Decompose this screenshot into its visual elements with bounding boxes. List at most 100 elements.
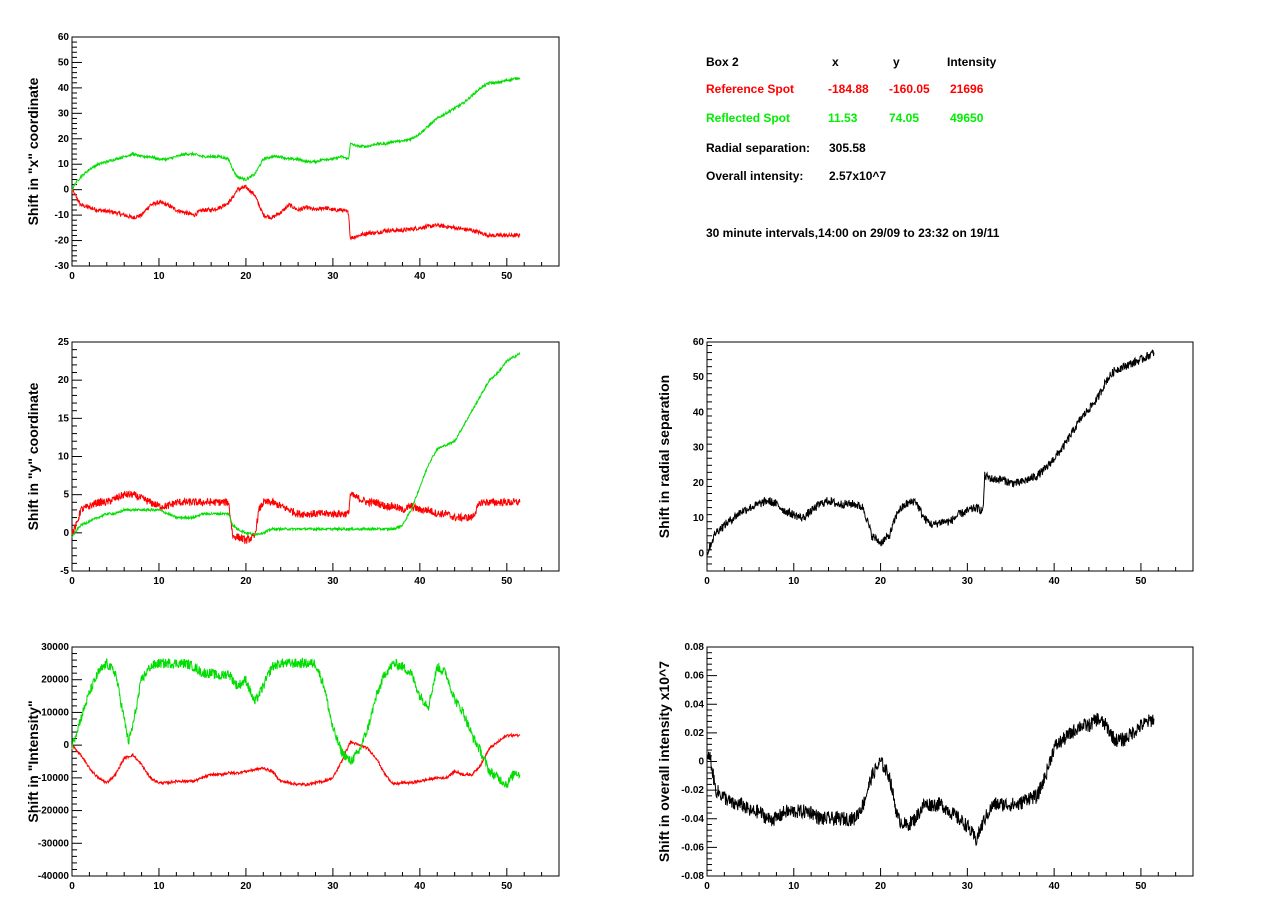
- y-tick-label: 10000: [41, 707, 69, 718]
- reference-spot-y: -160.05: [889, 82, 930, 96]
- y-tick-label: 20000: [41, 675, 69, 686]
- x-tick-label: 30: [327, 576, 339, 587]
- y-tick-label: -0.08: [681, 871, 704, 882]
- x-tick-label: 40: [414, 881, 426, 892]
- y-tick-label: 60: [58, 32, 70, 43]
- x-tick-label: 0: [69, 576, 75, 587]
- y-tick-label: -30: [55, 261, 70, 272]
- radial-separation-value: 305.58: [829, 141, 866, 155]
- chart-panel-4: 0 10 20 30 40 50 0 10 20 30 40 50 60 Shift in radial …: [656, 337, 1194, 587]
- y-tick-label: 0: [63, 740, 69, 751]
- y-tick-label: 10: [693, 513, 705, 524]
- x-tick-label: 40: [1049, 576, 1061, 587]
- series-line-2: [71, 657, 521, 788]
- y-tick-label: -20: [55, 236, 70, 247]
- x-tick-label: 40: [414, 576, 426, 587]
- interval-note: 30 minute intervals,14:00 on 29/09 to 23…: [706, 226, 1000, 240]
- reflected-spot-y: 74.05: [889, 111, 920, 125]
- y-tick-label: 20: [58, 134, 70, 145]
- y-tick-label: 0: [698, 548, 704, 559]
- x-tick-label: 30: [962, 881, 974, 892]
- overall-intensity-value: 2.57x10^7: [829, 169, 887, 183]
- plot-frame: [71, 36, 560, 267]
- y-axis-label: Shift in "x" coordinate: [25, 77, 41, 225]
- y-tick-label: 0: [698, 757, 704, 768]
- y-tick-label: -5: [60, 566, 69, 577]
- x-tick-label: 50: [501, 271, 513, 282]
- overall-intensity-label: Overall intensity:: [706, 169, 804, 183]
- x-tick-label: 10: [153, 576, 165, 587]
- y-tick-label: -0.06: [681, 842, 704, 853]
- y-axis-label: Shift in "y" coordinate: [25, 382, 41, 530]
- x-tick-label: 0: [69, 271, 75, 282]
- reflected-spot-intensity: 49650: [950, 111, 984, 125]
- y-tick-label: 60: [693, 337, 705, 348]
- plot-frame: [706, 341, 1194, 572]
- y-axis-label: Shift in radial separation: [656, 375, 672, 538]
- y-tick-label: 30: [693, 443, 705, 454]
- radial-separation-label: Radial separation:: [706, 141, 811, 155]
- y-tick-label: 0.06: [685, 671, 705, 682]
- y-tick-label: 25: [58, 337, 70, 348]
- reference-spot-x: -184.88: [828, 82, 869, 96]
- reference-spot-intensity: 21696: [950, 82, 984, 96]
- series-line-2: [71, 76, 521, 191]
- x-tick-label: 10: [788, 881, 800, 892]
- y-tick-label: 0: [63, 185, 69, 196]
- series-line-1: [706, 712, 1155, 846]
- x-tick-label: 0: [704, 881, 710, 892]
- y-tick-label: 0.02: [685, 728, 705, 739]
- x-tick-label: 0: [69, 881, 75, 892]
- x-tick-label: 20: [875, 576, 887, 587]
- x-tick-label: 10: [153, 881, 165, 892]
- y-axis-label: Shift in overall intensity x10^7: [656, 661, 672, 862]
- y-tick-label: 5: [63, 490, 69, 501]
- y-tick-label: -0.04: [681, 814, 704, 825]
- y-tick-label: -40000: [38, 871, 70, 882]
- reflected-spot-label: Reflected Spot: [706, 111, 791, 125]
- x-tick-label: 50: [501, 881, 513, 892]
- series-line-1: [706, 349, 1155, 556]
- x-tick-label: 20: [240, 271, 252, 282]
- x-tick-label: 30: [327, 271, 339, 282]
- y-tick-label: 40: [693, 407, 705, 418]
- x-tick-label: 40: [414, 271, 426, 282]
- series-line-1: [71, 490, 521, 544]
- info-header-intensity: Intensity: [947, 55, 997, 69]
- y-tick-label: 10: [58, 159, 70, 170]
- plot-frame: [706, 646, 1194, 877]
- y-axis-label: Shift in "Intensity": [25, 700, 41, 822]
- series-line-1: [71, 732, 521, 787]
- x-tick-label: 50: [1135, 881, 1147, 892]
- x-tick-label: 20: [240, 881, 252, 892]
- chart-panel-3: 0 10 20 30 40 50 -40000 -30000 -20000 -10000 0 1000…: [25, 642, 560, 892]
- y-tick-label: 50: [58, 57, 70, 68]
- x-tick-label: 0: [704, 576, 710, 587]
- y-tick-label: 20: [693, 478, 705, 489]
- info-header-label: Box 2: [706, 55, 739, 69]
- x-tick-label: 10: [153, 271, 165, 282]
- y-tick-label: 0: [63, 528, 69, 539]
- x-tick-label: 10: [788, 576, 800, 587]
- y-tick-label: -10: [55, 210, 70, 221]
- y-tick-label: -0.02: [681, 785, 704, 796]
- y-tick-label: 15: [58, 413, 70, 424]
- x-tick-label: 50: [1135, 576, 1147, 587]
- x-tick-label: 20: [240, 576, 252, 587]
- x-tick-label: 40: [1049, 881, 1061, 892]
- plot-frame: [71, 341, 560, 572]
- info-header-y: y: [893, 55, 900, 69]
- y-tick-label: 0.08: [685, 642, 705, 653]
- y-tick-label: 10: [58, 452, 70, 463]
- x-tick-label: 30: [327, 881, 339, 892]
- chart-panel-5: 0 10 20 30 40 50 -0.08 -0.06 -0.04 -0.02 0 0.02 0.04…: [656, 642, 1194, 892]
- y-tick-label: 30000: [41, 642, 69, 653]
- y-tick-label: -30000: [38, 838, 70, 849]
- series-line-1: [71, 184, 521, 241]
- y-tick-label: -20000: [38, 806, 70, 817]
- reference-spot-label: Reference Spot: [706, 82, 795, 96]
- x-tick-label: 30: [962, 576, 974, 587]
- x-tick-label: 20: [875, 881, 887, 892]
